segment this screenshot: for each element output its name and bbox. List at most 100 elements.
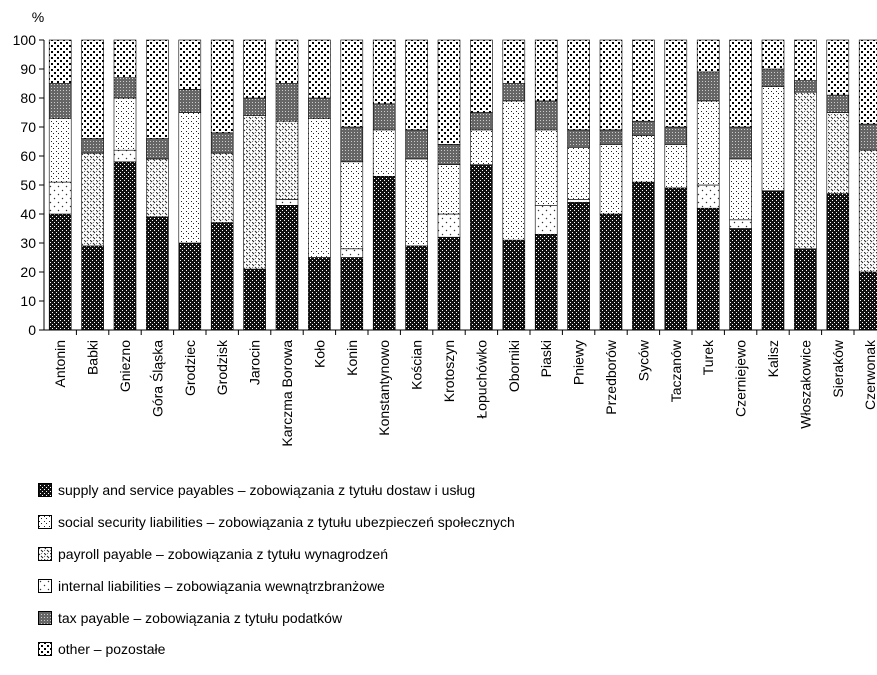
bar-segment-25-5: [826, 94, 850, 113]
x-tick-label: Konin: [344, 340, 360, 376]
bar-segment-6-1: [210, 222, 234, 331]
bar-segment-7-5: [243, 97, 266, 116]
bar-segment-13-6: [437, 39, 461, 145]
bar-segment-1-5: [48, 83, 72, 119]
bar-segment-21-1: [696, 207, 720, 331]
bar-segment-4-4: [146, 158, 169, 218]
bar-segment-21-2: [696, 184, 720, 209]
bar-segment-2-6: [81, 39, 104, 139]
bar-segment-3-3: [113, 97, 137, 151]
bar-segment-5-3: [178, 112, 202, 244]
bar-segment-16-2: [534, 205, 558, 235]
bar-segment-8-6: [275, 39, 299, 84]
bar-segment-24-1: [794, 248, 817, 331]
bar-segment-5-1: [178, 242, 202, 331]
legend-swatch: [38, 642, 52, 656]
stacked-bar-chart: % Antonin Babki Gniezno Góra Śląska Grodziec…: [13, 9, 877, 447]
bar-segment-13-5: [437, 144, 461, 165]
bar-segment-16-1: [534, 234, 558, 331]
bar-segment-12-6: [405, 39, 428, 131]
bar-segment-20-5: [664, 126, 688, 145]
y-tick-label: 70: [20, 119, 36, 135]
bar-segment-15-5: [502, 83, 526, 102]
bar-segment-2-5: [81, 138, 104, 154]
legend-swatch: [38, 547, 52, 561]
bar-segment-8-1: [275, 205, 299, 331]
y-tick-label: 30: [20, 235, 36, 251]
bar-segment-4-5: [146, 138, 169, 160]
bar-segment-19-5: [632, 120, 655, 136]
bar-segment-10-5: [340, 126, 364, 163]
bar-segment-18-6: [599, 39, 623, 131]
bar-segment-13-3: [437, 164, 461, 215]
legend-item: tax payable – zobowiązania z tytułu poda…: [38, 610, 342, 626]
bar-segment-21-5: [696, 71, 720, 102]
bar-segment-23-1: [761, 190, 785, 331]
x-tick-label: Grodzisk: [214, 339, 230, 395]
x-tick-label: Łopuchówko: [473, 340, 489, 419]
legend-label: tax payable – zobowiązania z tytułu poda…: [58, 610, 343, 626]
bar-segment-11-1: [372, 176, 396, 331]
bar-segment-14-5: [470, 112, 493, 131]
bar-segment-2-1: [81, 245, 104, 331]
bar-segment-6-5: [210, 132, 234, 154]
y-tick-label: 90: [20, 61, 36, 77]
legend-label: internal liabilities – zobowiązania wewn…: [58, 578, 385, 594]
x-tick-label: Antonin: [52, 340, 68, 387]
bar-segment-7-6: [243, 39, 266, 99]
x-tick-label: Taczanów: [668, 339, 684, 402]
bar-segment-20-1: [664, 187, 688, 331]
x-tick-label: Czerwonak: [862, 339, 877, 410]
x-tick-label: Czerniejewo: [733, 340, 749, 417]
x-tick-label: Góra Śląska: [148, 340, 165, 417]
bar-segment-26-4: [858, 149, 877, 273]
x-tick-label: Grodziec: [182, 340, 198, 396]
bar-segment-17-1: [567, 202, 590, 331]
bar-segment-6-6: [210, 39, 234, 134]
bar-segment-19-1: [632, 181, 655, 331]
bar-segment-11-5: [372, 103, 396, 131]
bar-segment-3-6: [113, 39, 137, 79]
legend-item: payroll payable – zobowiązania z tytułu …: [38, 546, 388, 562]
y-axis-label: %: [32, 9, 44, 25]
bar-segment-8-4: [275, 120, 299, 200]
bar-segment-4-6: [146, 39, 169, 139]
bar-segment-20-6: [664, 39, 688, 128]
legend-label: other – pozostałe: [58, 641, 166, 657]
bar-segment-19-3: [632, 135, 655, 183]
bar-segment-26-6: [858, 39, 877, 125]
legend-item: other – pozostałe: [38, 641, 165, 657]
y-tick-label: 60: [20, 148, 36, 164]
x-tick-label: Przedborów: [603, 339, 619, 415]
bar-segment-9-1: [308, 257, 331, 331]
x-tick-label: Syców: [635, 339, 651, 381]
bar-segment-25-1: [826, 193, 850, 331]
bar-segment-18-1: [599, 213, 623, 331]
bar-segment-10-2: [340, 248, 364, 258]
bar-segment-3-2: [113, 149, 137, 163]
bar-segment-23-3: [761, 86, 785, 192]
bar-segment-22-1: [729, 228, 752, 331]
bar-segment-13-1: [437, 236, 461, 331]
x-tick-label: Oborniki: [506, 340, 522, 392]
bar-segment-14-6: [470, 39, 493, 113]
y-tick-label: 100: [13, 32, 37, 48]
bar-segment-15-3: [502, 100, 526, 241]
y-tick-label: 0: [28, 322, 36, 338]
legend-label: supply and service payables – zobowiązan…: [58, 482, 476, 498]
legend-item: internal liabilities – zobowiązania wewn…: [38, 578, 385, 594]
bar-segment-3-1: [113, 161, 137, 331]
bar-segment-23-5: [761, 68, 785, 87]
legend-swatch: [38, 515, 52, 529]
bar-segment-3-5: [113, 77, 137, 99]
x-tick-label: Krotoszyn: [441, 340, 457, 402]
bar-segment-24-6: [794, 39, 817, 81]
bar-segment-24-4: [794, 91, 817, 250]
bar-segment-16-3: [534, 129, 558, 206]
legend-label: payroll payable – zobowiązania z tytułu …: [58, 546, 388, 562]
bar-segment-20-3: [664, 144, 688, 189]
y-tick-label: 20: [20, 264, 36, 280]
x-tick-label: Włoszakowice: [797, 340, 813, 429]
bar-segment-8-2: [275, 199, 299, 206]
x-tick-label: Babki: [85, 340, 101, 375]
